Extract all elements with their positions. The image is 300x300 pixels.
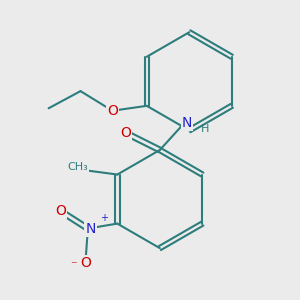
Text: H: H: [201, 124, 209, 134]
Text: CH₃: CH₃: [68, 162, 88, 172]
Text: N: N: [85, 221, 95, 236]
Text: O: O: [107, 104, 118, 118]
Text: ⁻: ⁻: [70, 259, 76, 272]
Text: +: +: [100, 213, 108, 223]
Text: O: O: [120, 126, 131, 140]
Text: O: O: [56, 204, 66, 218]
Text: N: N: [182, 116, 192, 130]
Text: O: O: [80, 256, 91, 270]
